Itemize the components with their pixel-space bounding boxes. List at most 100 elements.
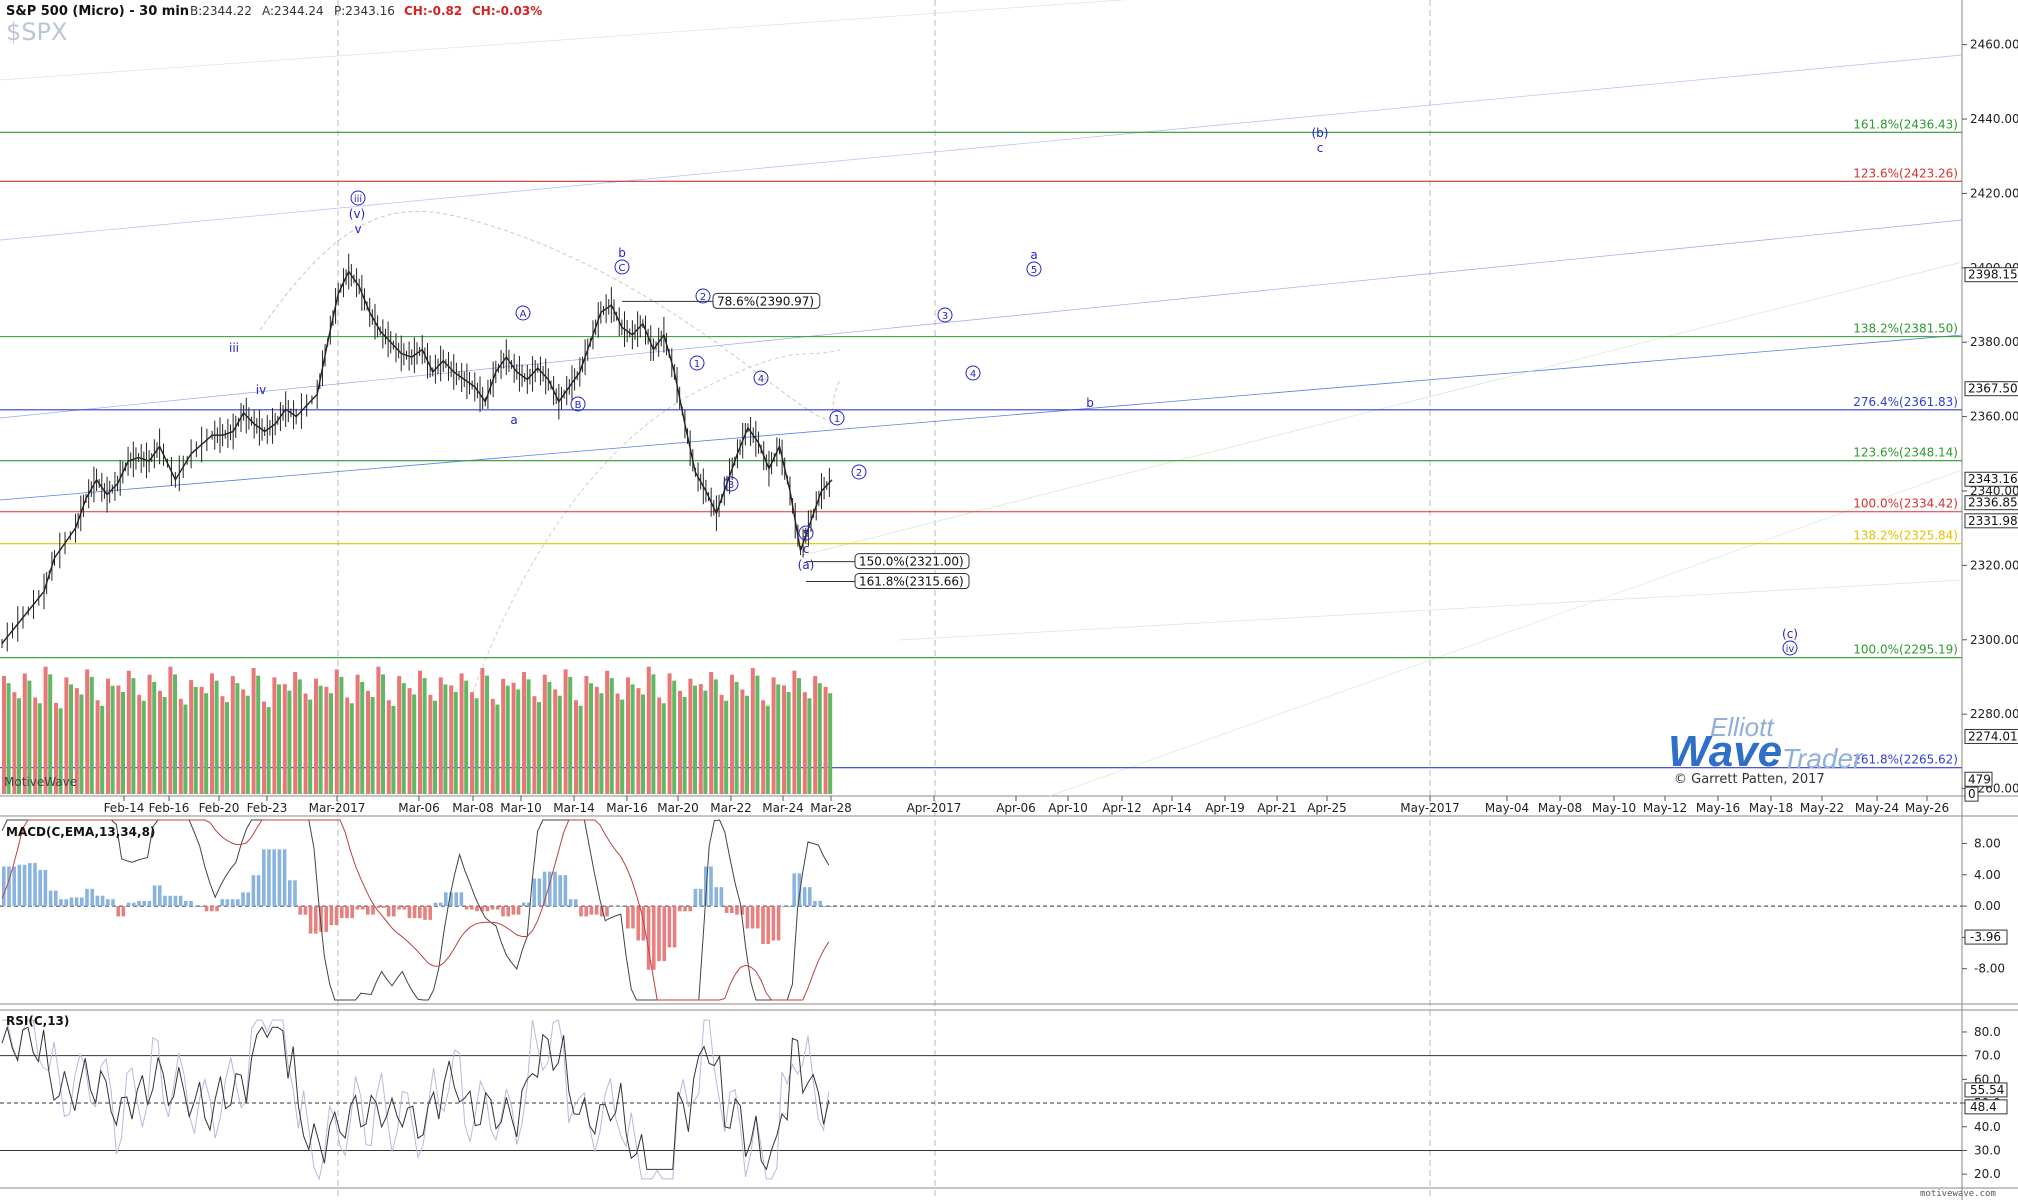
macd-hist-bar-37 (194, 906, 198, 908)
volume-bar-up-45 (474, 698, 479, 794)
macd-panel: 8.004.000.00-4.00-8.00-3.96 (0, 819, 2008, 1001)
volume-bar-down-62 (646, 666, 651, 794)
price-badge-label-3: 2336.85 (1968, 496, 2018, 510)
macd-hist-bar-44 (230, 899, 235, 907)
macd-hist-bar-19 (100, 895, 105, 907)
macd-hist-bar-110 (574, 899, 578, 907)
price-y-label-6: 2380.00 (1970, 335, 2018, 349)
trend-line-5 (899, 579, 1963, 641)
macd-hist-bar-136 (709, 866, 713, 907)
macd-hist-bar-78 (407, 906, 412, 919)
volume-bar-up-54 (568, 676, 573, 794)
macd-hist-bar-92 (480, 906, 484, 912)
x-label-28: May-18 (1749, 801, 1793, 815)
wave-label-1: iv (256, 383, 266, 397)
wave-label-8: b (618, 246, 626, 260)
volume-bar-up-42 (443, 684, 448, 794)
wave-label-18: (a) (798, 558, 815, 572)
wave-label-22: 5 (1031, 265, 1037, 276)
volume-bar-down-63 (657, 697, 662, 794)
volume-bar-down-19 (199, 686, 204, 794)
volume-bar-up-15 (162, 697, 167, 794)
x-label-22: May-2017 (1400, 801, 1459, 815)
wave-label-7: B (575, 400, 582, 411)
volume-bar-up-75 (786, 691, 791, 794)
volume-bar-down-13 (137, 694, 142, 794)
volume-bar-up-16 (173, 674, 177, 794)
wave-label-23: b (1086, 396, 1094, 410)
macd-hist-bar-117 (610, 906, 614, 908)
volume-bar-up-33 (349, 703, 354, 794)
x-label-14: Apr-2017 (907, 801, 962, 815)
volume-bar-down-25 (262, 701, 266, 794)
fib-label-4: 123.6%(2348.14) (1853, 446, 1958, 460)
wave-circle-14 (829, 410, 845, 426)
volume-bar-up-67 (703, 690, 708, 794)
logo-line1: Elliott (1710, 712, 1775, 742)
macd-hist-bar-115 (600, 906, 604, 917)
macd-hist-bar-108 (563, 875, 568, 907)
macd-hist-bar-23 (121, 906, 126, 917)
price-badge-label-2: 2343.16 (1968, 472, 2018, 486)
macd-hist-bar-72 (376, 906, 380, 908)
volume-bar-up-1 (17, 698, 21, 794)
macd-hist-bar-99 (516, 906, 521, 915)
logo-copyright: © Garrett Patten, 2017 (1674, 772, 1825, 787)
macd-hist-bar-147 (766, 906, 770, 944)
volume-bar-down-51 (532, 696, 537, 794)
x-label-19: Apr-19 (1205, 801, 1245, 815)
macd-hist-bar-26 (137, 900, 141, 907)
rsi-badge-label-1: 48.4 (1970, 1100, 1997, 1114)
x-label-0: Feb-14 (104, 801, 145, 815)
macd-hist-bar-4 (22, 864, 27, 907)
wave-circle-19 (937, 307, 953, 323)
macd-hist-bar-2 (12, 866, 16, 907)
macd-hist-bar-101 (527, 902, 531, 907)
volume-bar-up-22 (235, 683, 240, 794)
volume-bar-down-15 (158, 690, 162, 794)
macd-hist-bar-84 (438, 902, 443, 907)
trend-line-1 (0, 219, 1963, 419)
moving-average-curve-2 (469, 349, 841, 701)
x-label-26: May-12 (1643, 801, 1687, 815)
macd-hist-bar-118 (615, 906, 620, 908)
price-badge-box-1 (1964, 381, 2018, 397)
volume-bar-up-30 (318, 685, 323, 794)
macd-hist-bar-69 (360, 906, 365, 910)
macd-hist-bar-59 (308, 906, 313, 934)
volume-bar-up-19 (204, 693, 209, 794)
macd-hist-bar-98 (511, 906, 516, 915)
volume-bar-up-61 (641, 694, 645, 794)
macd-hist-bar-18 (95, 895, 100, 907)
x-label-7: Mar-10 (500, 801, 541, 815)
macd-hist-bar-3 (17, 864, 22, 907)
wave-circle-16 (798, 525, 814, 541)
volume-bar-down-54 (563, 669, 568, 794)
fib-label-3: 276.4%(2361.83) (1853, 395, 1958, 409)
macd-hist-bar-12 (64, 899, 68, 907)
volume-bar-down-72 (750, 668, 755, 794)
price-badges: 2398.15 2367.50 2343.16 2336.85 2331.98 2274.… (1964, 267, 2018, 802)
macd-hist-bar-16 (85, 888, 89, 907)
wave-circle-22 (1026, 261, 1042, 277)
chart-title: S&P 500 (Micro) - 30 min (6, 4, 189, 19)
macd-hist-bar-94 (490, 906, 495, 910)
volume-bar-down-3 (33, 697, 38, 794)
volume-bar-down-24 (251, 668, 256, 794)
x-label-9: Mar-16 (606, 801, 647, 815)
wave-circle-10 (695, 288, 711, 304)
volume-bar-down-11 (116, 685, 121, 794)
volume-bar-up-4 (48, 674, 53, 794)
macd-hist-bar-132 (688, 906, 692, 912)
callout-label-2: 161.8%(2315.66) (859, 575, 964, 589)
volume-bar-up-44 (464, 680, 469, 794)
volume-bar-down-18 (189, 680, 194, 794)
wave-circle-13 (723, 476, 739, 492)
volume-bar-down-56 (584, 676, 589, 794)
macd-hist-bar-122 (636, 906, 640, 941)
volume-bar-up-17 (183, 704, 188, 794)
volume-bar-up-69 (724, 700, 729, 794)
volume-bar-down-30 (314, 678, 318, 794)
price-badge-box-6 (1964, 771, 1993, 787)
